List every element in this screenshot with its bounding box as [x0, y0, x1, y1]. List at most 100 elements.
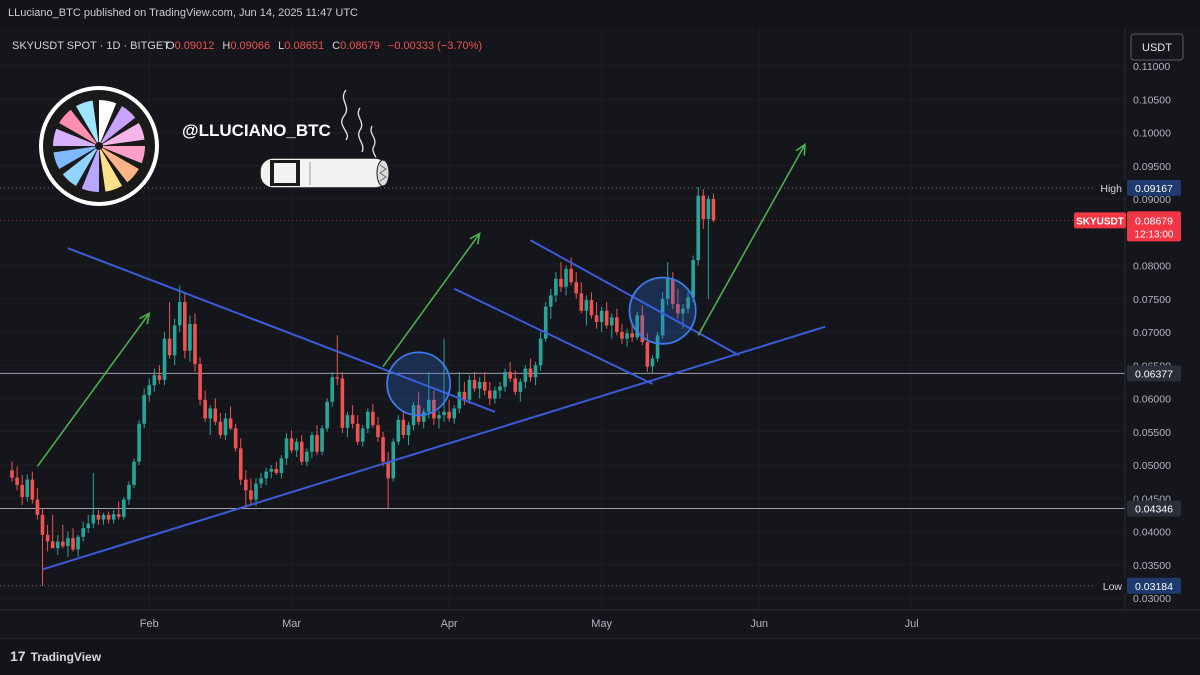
tradingview-logo[interactable]: 17 TradingView — [10, 648, 101, 664]
candle-body — [416, 405, 421, 422]
candle-body — [15, 477, 19, 485]
candle — [15, 466, 19, 491]
candle-body — [594, 315, 599, 323]
candle — [233, 423, 238, 452]
level-price: 0.04346 — [1135, 503, 1173, 515]
candle — [625, 328, 629, 347]
candle — [340, 371, 345, 434]
candle — [50, 514, 55, 549]
candle-body — [106, 514, 111, 520]
candle-body — [701, 195, 706, 219]
candle-body — [554, 278, 558, 296]
candle-body — [427, 399, 431, 412]
candle-body — [310, 435, 314, 452]
candle-body — [137, 423, 141, 462]
candle — [71, 528, 75, 552]
candle — [188, 315, 192, 362]
candle — [670, 272, 675, 309]
candle-body — [681, 308, 685, 314]
candle — [30, 471, 35, 504]
price-tick-label: 0.08000 — [1133, 261, 1171, 273]
trendline-upper-descending — [67, 247, 496, 413]
candle-body — [340, 378, 345, 428]
candle-body — [457, 391, 462, 409]
candle-body — [640, 315, 645, 342]
current-countdown: 12:13:00 — [1135, 229, 1174, 240]
ohlc-values: O0.09012 H0.09066 L0.08651 C0.08679 −0.0… — [166, 40, 482, 52]
candlestick-chart[interactable]: 0.11000 0.10500 0.10000 0.09500 0.09000 0.080… — [0, 28, 1200, 638]
current-symbol: SKYUSDT — [1076, 216, 1124, 227]
candle-body — [345, 415, 350, 428]
candle-body — [96, 514, 101, 520]
candle — [167, 302, 172, 359]
candle-body — [645, 341, 650, 367]
candle-body — [472, 379, 477, 389]
pinwheel-icon — [53, 100, 145, 192]
candle-body — [477, 381, 482, 389]
time-tick-label: Feb — [140, 618, 159, 630]
candle — [305, 448, 309, 467]
candle-body — [630, 333, 634, 338]
candle-body — [366, 411, 370, 429]
price-tick-label: 0.04000 — [1133, 527, 1171, 539]
candle-body — [122, 499, 126, 517]
candle-body — [55, 541, 60, 549]
candle — [132, 458, 136, 489]
candle-body — [655, 335, 660, 359]
candle — [706, 195, 711, 299]
candle — [228, 406, 233, 431]
candle-body — [579, 293, 584, 311]
candle — [574, 272, 579, 299]
candle — [665, 262, 670, 306]
trendline-channel-bottom — [453, 287, 653, 385]
current-price-tag — [1127, 211, 1181, 242]
chart-background — [0, 28, 1200, 638]
time-tick-label: Mar — [282, 618, 301, 630]
candle — [86, 514, 91, 533]
price-tick-label: 0.03000 — [1133, 593, 1171, 605]
highlight-circle — [386, 351, 452, 417]
watermark-handle: @LLUCIANO_BTC — [182, 121, 331, 140]
candle-body — [569, 268, 573, 283]
candle — [172, 318, 177, 366]
candle-body — [676, 304, 680, 314]
candle — [620, 324, 624, 344]
candle — [35, 488, 40, 520]
currency-button[interactable]: USDT — [1130, 33, 1184, 61]
pinwheel-blade — [99, 123, 145, 146]
arrows — [36, 142, 806, 467]
candle-body — [157, 375, 162, 380]
arrow-shaft — [36, 312, 150, 467]
candle-body — [233, 428, 238, 449]
candle-body — [442, 411, 446, 416]
candle-body — [493, 390, 497, 399]
candle-body — [371, 411, 375, 426]
candle — [528, 358, 533, 382]
price-axis[interactable] — [1125, 28, 1200, 610]
candle-body — [609, 317, 614, 326]
tradingview-wordmark: TradingView — [30, 650, 102, 664]
candle-body — [620, 332, 624, 339]
candle — [244, 470, 248, 509]
chart-frame[interactable]: 0.11000 0.10500 0.10000 0.09500 0.09000 0.080… — [0, 28, 1200, 638]
candle — [127, 481, 131, 505]
level-price-tag — [1127, 365, 1181, 382]
candle — [208, 405, 213, 436]
candle-body — [111, 514, 116, 520]
candles — [10, 187, 716, 587]
candle — [635, 312, 640, 340]
price-tick-label: 0.07500 — [1133, 294, 1171, 306]
candle — [345, 411, 350, 438]
candle-body — [35, 499, 40, 515]
candle-body — [559, 278, 563, 287]
candle — [157, 365, 162, 384]
price-tick-label: 0.09000 — [1133, 194, 1171, 206]
price-axis-tags: High 0.09167 0.06377 0.04346 Low 0.03184 SKYUS… — [1074, 179, 1181, 594]
candle-body — [116, 514, 121, 517]
symbol-label: SKYUSDT SPOT · 1D · BITGET — [12, 40, 170, 52]
candle — [589, 292, 594, 319]
candle — [650, 355, 655, 374]
candle — [320, 425, 324, 456]
time-tick-label: May — [591, 618, 612, 630]
candle — [40, 508, 45, 587]
